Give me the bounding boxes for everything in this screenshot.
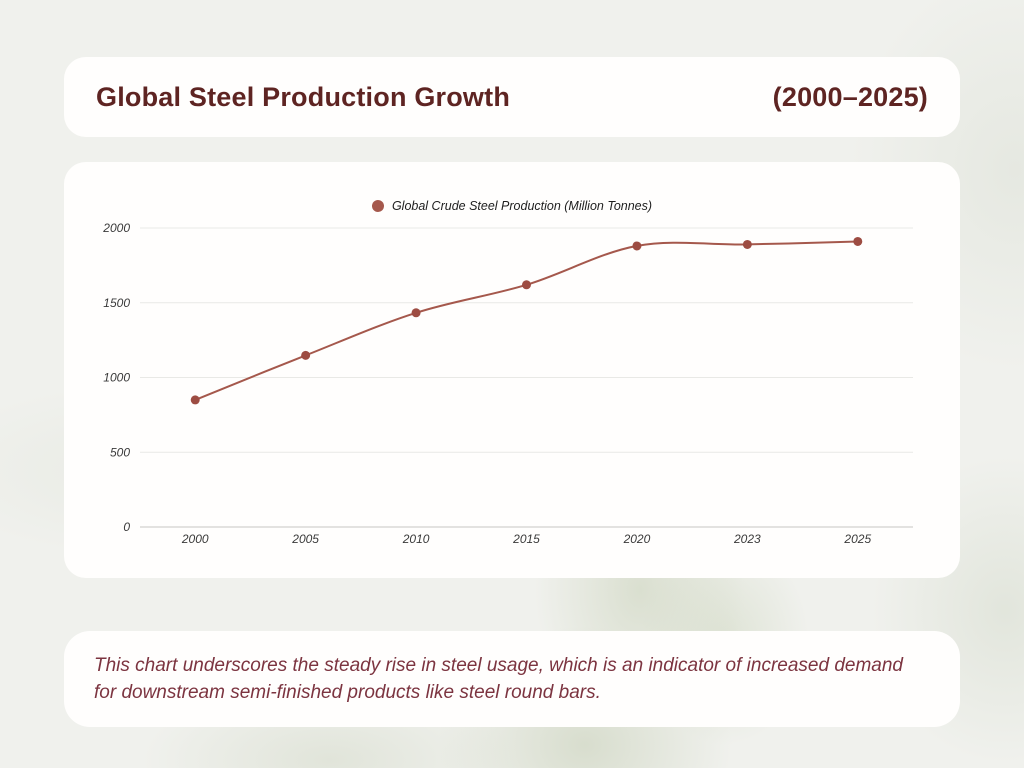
title-card: Global Steel Production Growth (2000–202…: [64, 57, 960, 137]
data-point: [301, 350, 311, 360]
data-point: [742, 239, 752, 249]
data-point: [853, 236, 863, 246]
x-tick-label: 2010: [402, 532, 430, 546]
y-tick-label: 1000: [103, 371, 130, 385]
chart-legend: Global Crude Steel Production (Million T…: [64, 199, 960, 213]
legend-dot-icon: [371, 200, 384, 212]
footer-card: This chart underscores the steady rise i…: [64, 631, 960, 727]
y-tick-label: 0: [123, 520, 130, 534]
x-tick-label: 2015: [512, 532, 540, 546]
data-point: [190, 395, 200, 405]
page-title: Global Steel Production Growth: [96, 81, 511, 112]
y-tick-label: 2000: [102, 221, 130, 235]
data-point: [411, 308, 421, 318]
data-line: [194, 240, 858, 401]
x-tick-label: 2000: [181, 532, 209, 546]
data-point: [632, 241, 642, 251]
legend-label: Global Crude Steel Production (Million T…: [391, 199, 653, 213]
y-tick-label: 500: [110, 445, 130, 459]
page-title-period: (2000–2025): [772, 81, 928, 112]
chart-card: Global Crude Steel Production (Million T…: [64, 162, 960, 578]
x-tick-label: 2023: [733, 532, 761, 546]
chart-note: This chart underscores the steady rise i…: [94, 655, 903, 703]
y-tick-label: 1500: [103, 296, 130, 310]
data-point: [522, 280, 531, 290]
x-tick-label: 2005: [291, 532, 319, 546]
x-tick-label: 2020: [623, 532, 651, 546]
x-tick-label: 2025: [843, 532, 871, 546]
line-chart: 0 500 1000 1500 2000 2000 2005 2010 2015 2020 2023…: [102, 221, 913, 546]
